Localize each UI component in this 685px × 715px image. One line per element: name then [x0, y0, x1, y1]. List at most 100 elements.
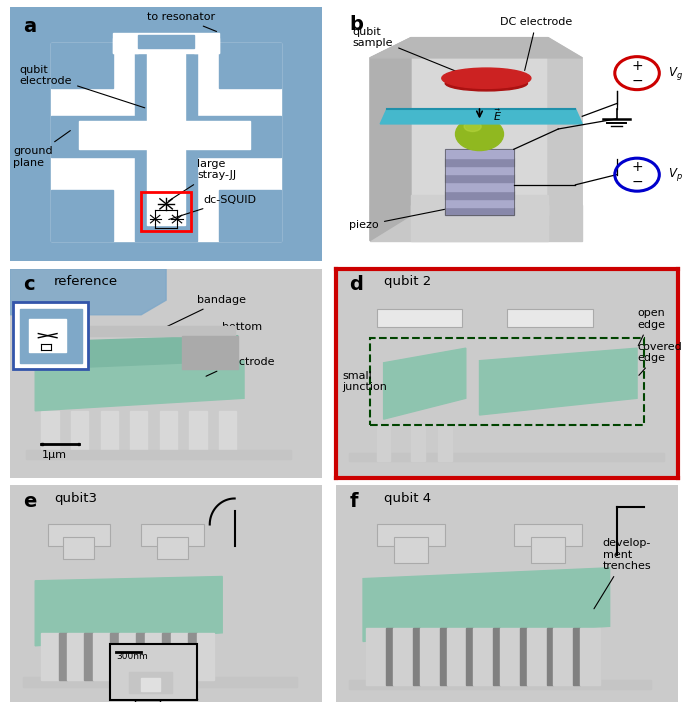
Text: open
edge: open edge — [637, 308, 665, 345]
Text: bandage: bandage — [160, 295, 247, 330]
Text: develop-
ment
trenches: develop- ment trenches — [594, 538, 651, 608]
Bar — [14, 302, 88, 369]
Bar — [160, 411, 177, 457]
Bar — [147, 43, 185, 68]
Polygon shape — [411, 205, 548, 215]
Polygon shape — [380, 109, 582, 124]
Bar — [188, 633, 197, 681]
Text: qubit 4: qubit 4 — [384, 492, 431, 505]
Text: qubit
electrode: qubit electrode — [20, 65, 145, 108]
Bar — [67, 633, 84, 681]
Bar — [531, 538, 565, 563]
Text: +: + — [632, 59, 643, 72]
Text: b: b — [349, 15, 363, 34]
Bar — [145, 633, 162, 681]
Bar — [553, 628, 573, 685]
Bar — [51, 190, 113, 241]
Text: −: − — [632, 175, 643, 189]
Bar — [394, 538, 428, 563]
Text: 1μm: 1μm — [42, 450, 66, 460]
Bar — [113, 32, 219, 53]
Bar — [147, 68, 185, 225]
Bar — [580, 628, 600, 685]
Ellipse shape — [442, 68, 531, 89]
Bar — [26, 450, 290, 459]
Bar — [138, 35, 194, 48]
Text: 300nm: 300nm — [116, 652, 148, 661]
Bar — [411, 195, 548, 241]
Bar — [136, 633, 145, 681]
Bar — [51, 43, 113, 89]
Bar — [23, 677, 297, 687]
Text: qubit
sample: qubit sample — [353, 26, 477, 79]
Polygon shape — [370, 38, 411, 241]
Bar — [79, 122, 250, 149]
Text: DC electrode: DC electrode — [500, 17, 572, 71]
Bar — [413, 628, 420, 685]
Text: a: a — [23, 17, 36, 36]
Bar — [547, 628, 553, 685]
Text: to resonator: to resonator — [147, 12, 216, 31]
Bar — [573, 628, 580, 685]
Bar — [71, 411, 88, 457]
Text: c: c — [23, 275, 34, 294]
Bar — [445, 174, 514, 182]
Bar — [445, 190, 514, 199]
Bar — [445, 207, 514, 215]
Bar — [51, 117, 282, 157]
Text: $\vec{E}$: $\vec{E}$ — [493, 107, 502, 123]
Polygon shape — [548, 38, 582, 241]
Bar — [77, 443, 79, 445]
Bar — [141, 192, 191, 230]
Bar — [194, 38, 219, 53]
Bar — [182, 335, 238, 369]
Bar — [141, 679, 160, 691]
Bar — [514, 525, 582, 546]
Text: d: d — [349, 275, 363, 294]
Polygon shape — [384, 348, 466, 419]
Bar — [377, 425, 390, 461]
Bar — [63, 538, 95, 559]
Polygon shape — [363, 568, 610, 641]
Text: −: − — [632, 74, 643, 88]
Polygon shape — [411, 38, 548, 215]
Bar — [59, 633, 67, 681]
Bar — [393, 628, 413, 685]
Bar — [377, 525, 445, 546]
Bar — [42, 411, 59, 457]
Bar — [29, 319, 66, 352]
Bar — [119, 633, 136, 681]
Bar — [135, 43, 197, 241]
Bar — [493, 628, 500, 685]
Text: qubit3: qubit3 — [54, 492, 97, 505]
Ellipse shape — [464, 122, 481, 132]
Bar — [190, 411, 207, 457]
Bar — [42, 633, 59, 681]
Bar — [445, 182, 514, 190]
Bar — [466, 628, 473, 685]
Bar — [219, 411, 236, 457]
Bar — [420, 628, 440, 685]
Text: dc-SQUID: dc-SQUID — [169, 195, 256, 220]
Text: f: f — [349, 492, 358, 511]
Bar — [20, 308, 82, 363]
Bar — [500, 628, 520, 685]
Bar — [445, 149, 514, 157]
Bar — [197, 633, 214, 681]
Polygon shape — [479, 348, 637, 415]
Bar — [445, 166, 514, 174]
Bar — [219, 190, 282, 241]
Polygon shape — [35, 576, 222, 646]
Bar — [440, 628, 447, 685]
Bar — [473, 628, 493, 685]
Text: e: e — [23, 492, 36, 511]
Bar — [93, 633, 110, 681]
Bar — [171, 633, 188, 681]
Bar — [157, 538, 188, 559]
Bar — [445, 149, 514, 215]
Bar — [447, 628, 466, 685]
Bar — [84, 633, 93, 681]
Bar — [438, 425, 452, 461]
Bar — [349, 681, 651, 689]
Bar — [48, 525, 110, 546]
